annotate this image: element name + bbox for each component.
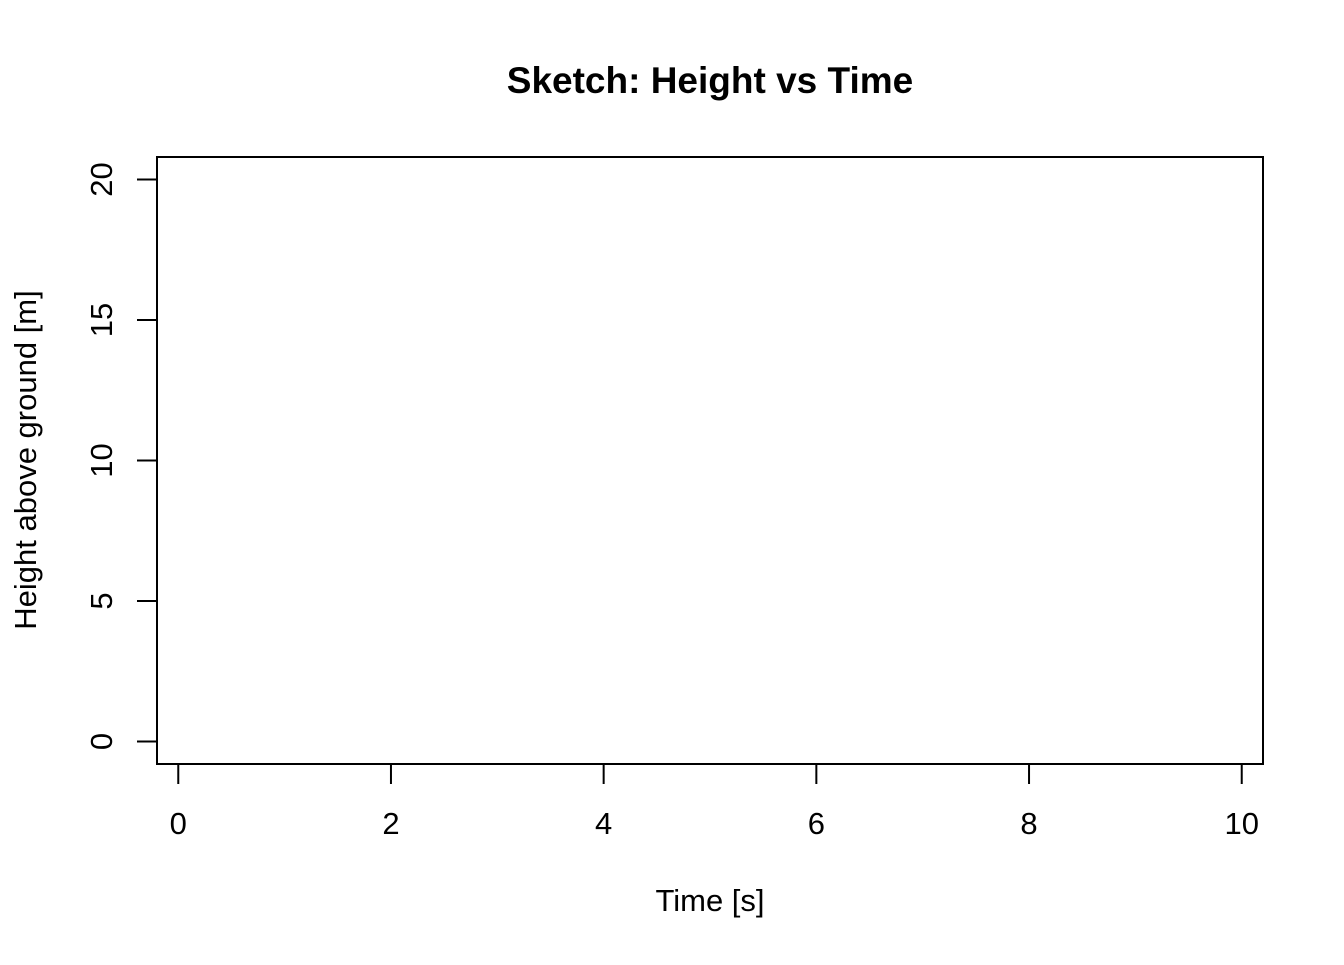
x-tick-label: 4 [595,806,612,841]
y-tick-label: 15 [84,303,119,337]
y-tick-label: 10 [84,443,119,477]
x-tick-label: 8 [1020,806,1037,841]
y-axis: 0 5 10 15 20 [84,162,158,750]
x-tick-label: 0 [170,806,187,841]
y-axis-label: Height above ground [m] [8,290,43,630]
y-tick-label: 5 [84,592,119,609]
x-tick-label: 10 [1224,806,1258,841]
x-axis-label: Time [s] [655,883,764,918]
plot-frame [156,156,1264,765]
x-tick-label: 2 [382,806,399,841]
x-axis: 0 2 4 6 8 10 [170,763,1259,841]
chart-title: Sketch: Height vs Time [507,60,913,101]
x-tick-label: 6 [808,806,825,841]
y-tick-label: 20 [84,162,119,196]
y-tick-label: 0 [84,733,119,750]
